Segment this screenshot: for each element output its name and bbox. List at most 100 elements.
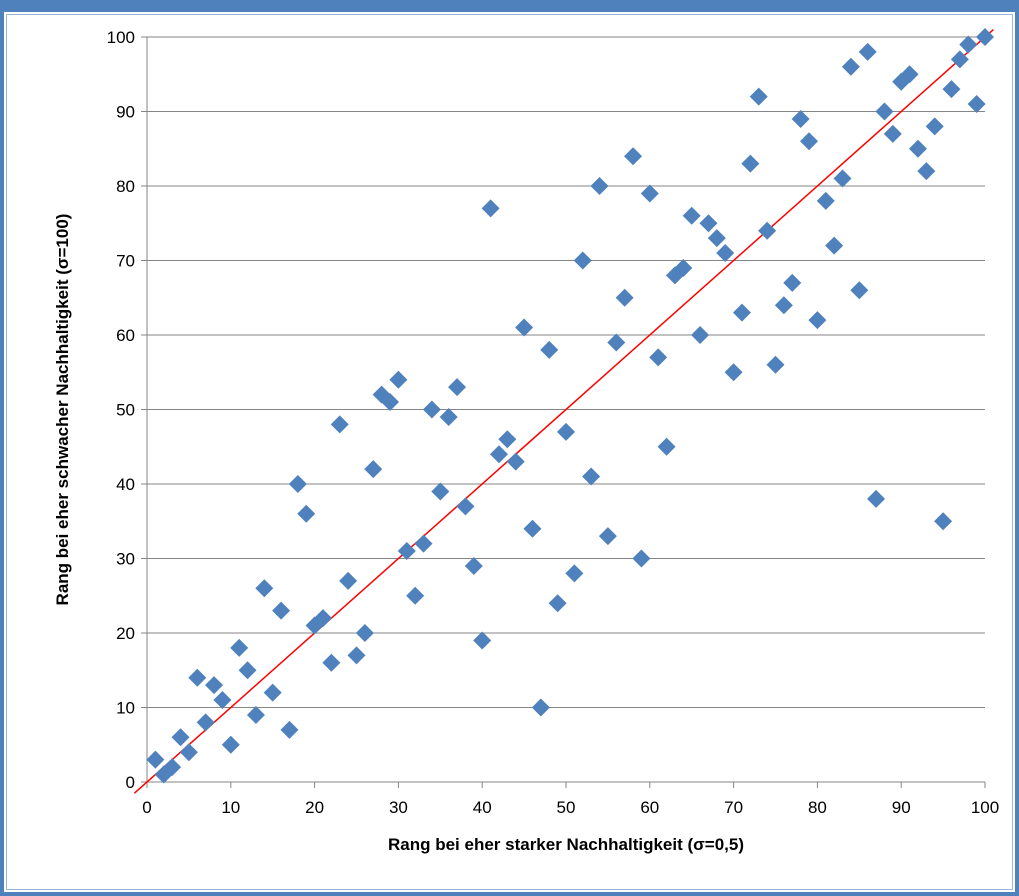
x-tick-label: 30 <box>389 798 408 817</box>
data-point <box>515 318 534 337</box>
y-tick-label: 0 <box>126 773 135 792</box>
data-point <box>506 452 525 471</box>
x-tick-labels: 0 10 20 30 40 50 60 70 80 90 100 <box>142 798 999 817</box>
data-point <box>699 214 718 233</box>
data-point <box>297 504 316 523</box>
x-tick-label: 60 <box>640 798 659 817</box>
axes <box>141 36 986 788</box>
data-point <box>448 378 467 397</box>
data-point <box>841 57 860 76</box>
data-point <box>950 50 969 69</box>
data-point <box>582 467 601 486</box>
data-point <box>146 750 165 769</box>
x-tick-label: 0 <box>142 798 151 817</box>
data-point <box>313 609 332 628</box>
data-point <box>364 460 383 479</box>
data-point <box>188 668 207 687</box>
data-point <box>573 251 592 270</box>
data-point <box>548 594 567 613</box>
data-point <box>322 653 341 672</box>
data-point <box>414 534 433 553</box>
data-point <box>238 661 257 680</box>
data-point <box>850 281 869 300</box>
data-point <box>900 65 919 84</box>
data-point <box>908 139 927 158</box>
x-tick-label: 40 <box>473 798 492 817</box>
data-point <box>339 571 358 590</box>
data-point <box>615 288 634 307</box>
data-point <box>774 296 793 315</box>
diagonal-line <box>133 28 994 794</box>
data-point <box>934 512 953 531</box>
y-tick-label: 80 <box>116 177 135 196</box>
data-point <box>288 475 307 493</box>
data-point <box>942 80 961 99</box>
data-point <box>917 162 936 181</box>
data-point <box>800 132 819 151</box>
data-point <box>272 601 291 620</box>
data-point <box>674 258 693 277</box>
y-tick-label: 60 <box>116 326 135 345</box>
data-point <box>649 348 668 367</box>
data-point <box>967 95 986 114</box>
data-point <box>431 482 450 501</box>
data-point <box>716 244 735 263</box>
data-point <box>624 147 643 166</box>
data-point <box>741 154 760 173</box>
x-axis-title: Rang bei eher starker Nachhaltigkeit (σ=… <box>388 835 744 854</box>
data-point <box>867 489 886 508</box>
data-point <box>330 415 349 434</box>
data-point <box>355 624 374 642</box>
data-point <box>632 549 651 568</box>
y-tick-label: 70 <box>116 252 135 271</box>
data-point <box>389 370 408 389</box>
data-point <box>456 497 475 516</box>
data-point <box>825 236 844 255</box>
data-point <box>280 720 299 739</box>
y-axis-title: Rang bei eher schwacher Nachhaltigkeit (… <box>53 214 72 606</box>
data-point <box>540 340 559 359</box>
data-point <box>607 333 626 352</box>
x-tick-label: 20 <box>305 798 324 817</box>
chart-area-border <box>6 14 1013 890</box>
data-point <box>246 705 265 724</box>
data-point <box>657 437 676 456</box>
x-tick-label: 100 <box>971 798 999 817</box>
data-point <box>464 556 483 575</box>
data-point <box>883 124 902 143</box>
data-point <box>221 735 240 754</box>
data-point <box>481 199 500 218</box>
data-point <box>422 400 441 419</box>
data-point <box>749 87 768 106</box>
y-tick-labels: 0 10 20 30 40 50 60 70 80 90 100 <box>107 28 135 792</box>
x-tick-label: 90 <box>892 798 911 817</box>
data-point <box>205 676 224 695</box>
data-point <box>531 698 550 717</box>
data-point <box>406 586 425 605</box>
data-point <box>925 117 944 136</box>
data-point <box>397 542 416 561</box>
data-point <box>682 206 701 225</box>
data-point <box>523 519 542 538</box>
y-tick-label: 40 <box>116 475 135 494</box>
data-point <box>230 638 249 657</box>
data-point <box>473 631 492 650</box>
data-point <box>724 363 743 382</box>
data-point <box>565 564 584 583</box>
data-point <box>691 326 710 344</box>
data-point <box>171 728 190 747</box>
data-point <box>263 683 282 702</box>
x-tick-label: 80 <box>808 798 827 817</box>
data-point <box>640 184 659 203</box>
data-point <box>179 743 198 762</box>
data-point <box>557 422 575 441</box>
data-point <box>758 221 777 240</box>
y-tick-label: 30 <box>116 550 135 569</box>
x-tick-label: 50 <box>557 798 576 817</box>
data-point <box>808 311 827 330</box>
y-tick-label: 50 <box>116 401 135 420</box>
data-point <box>732 303 751 322</box>
data-point <box>255 579 274 598</box>
